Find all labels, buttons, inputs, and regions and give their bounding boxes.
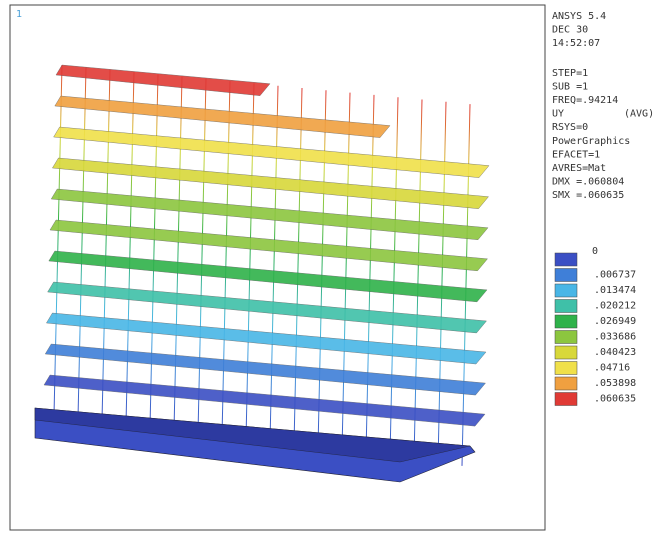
page: 1 ANSYS 5.4 DEC 30 14:52:07 STEP=1 SUB =1 FRE… (0, 0, 661, 536)
info-panel: ANSYS 5.4 DEC 30 14:52:07 STEP=1 SUB =1 FREQ=… (552, 11, 654, 201)
legend-swatch (555, 377, 577, 390)
info-line: ANSYS 5.4 (552, 11, 606, 22)
screen: 1 ANSYS 5.4 DEC 30 14:52:07 STEP=1 SUB =1 FRE… (0, 0, 661, 536)
legend-label: .033686 (594, 332, 636, 343)
legend-label: .013474 (594, 285, 636, 296)
legend-swatch (555, 331, 577, 344)
legend-label: .026949 (594, 316, 636, 327)
legend-label: .060635 (594, 394, 636, 405)
legend-label: .020212 (594, 301, 636, 312)
legend: 0 .006737 .013474 .020212 .026949 .033686 .040… (555, 246, 636, 406)
legend-label: .006737 (594, 270, 636, 281)
viewport-number: 1 (16, 9, 22, 20)
info-line: STEP=1 (552, 68, 588, 79)
info-line: DEC 30 (552, 25, 588, 36)
info-line: RSYS=0 (552, 122, 588, 133)
info-line: PowerGraphics (552, 136, 630, 147)
legend-swatch (555, 284, 577, 297)
info-line: AVRES=Mat (552, 163, 606, 174)
legend-swatch (555, 362, 577, 375)
legend-swatch (555, 393, 577, 406)
legend-label: .04716 (594, 363, 630, 374)
legend-label: .040423 (594, 347, 636, 358)
info-line: 14:52:07 (552, 38, 600, 49)
legend-label: .053898 (594, 378, 636, 389)
legend-label: 0 (592, 246, 598, 257)
legend-swatch (555, 300, 577, 313)
info-line: SMX =.060635 (552, 190, 624, 201)
legend-swatch (555, 253, 577, 266)
legend-swatch (555, 315, 577, 328)
info-line: FREQ=.94214 (552, 95, 618, 106)
legend-swatch (555, 269, 577, 282)
info-line: DMX =.060804 (552, 177, 624, 188)
legend-swatch (555, 346, 577, 359)
info-line: SUB =1 (552, 81, 588, 92)
avg-label: (AVG) (624, 109, 654, 120)
info-line: UY (552, 109, 564, 120)
info-line: EFACET=1 (552, 149, 600, 160)
